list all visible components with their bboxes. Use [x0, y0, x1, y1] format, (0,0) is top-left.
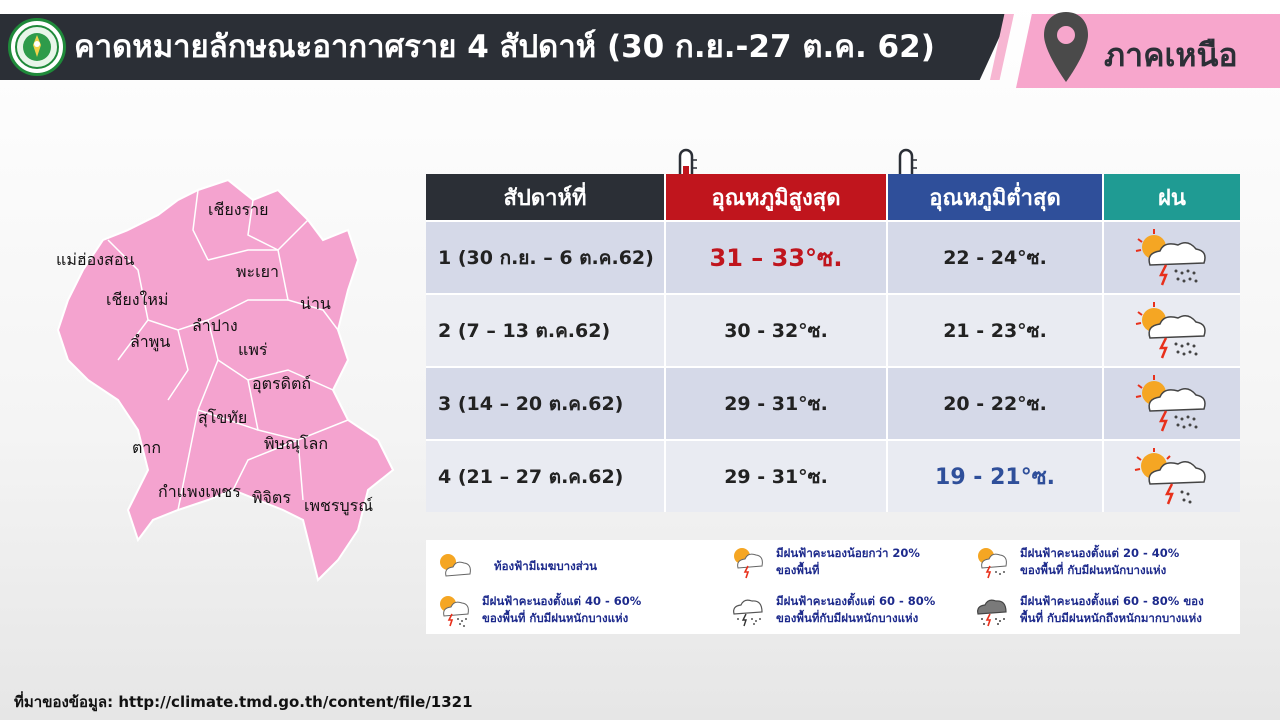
province-phayao: พะเยา: [236, 262, 279, 281]
table-row: 2 (7 – 13 ต.ค.62) 30 - 32°ซ. 21 - 23°ซ.: [426, 293, 1240, 366]
province-nan: น่าน: [300, 294, 331, 313]
min-temp-value: 19 - 21°ซ.: [935, 465, 1055, 490]
data-source: ที่มาของข้อมูล: http://climate.tmd.go.th…: [14, 693, 473, 711]
rain-cell: [1104, 295, 1240, 366]
header-bar: [0, 14, 1010, 80]
province-chiang-rai: เชียงราย: [208, 200, 269, 219]
legend-text: มีฝนฟ้าคะนองตั้งแต่ 20 - 40% ของพื้นที่ ก…: [1020, 545, 1179, 579]
map-shape: [56, 178, 395, 582]
min-temp-cell: 22 - 24°ซ.: [888, 222, 1104, 293]
legend-panel: ท้องฟ้ามีเมฆบางส่วน มีฝนฟ้าคะนองน้อยกว่า…: [426, 540, 1240, 634]
storm-cloud-heavy-rain-icon: [1135, 228, 1206, 285]
week-cell: 1 (30 ก.ย. – 6 ต.ค.62): [426, 222, 666, 293]
legend-text: มีฝนฟ้าคะนองตั้งแต่ 60 - 80% ของพื้นที่กั…: [776, 593, 935, 627]
legend-line-2: ของพื้นที่ กับมีฝนหนักบางแห่ง: [482, 611, 629, 625]
max-temp-cell: 29 - 31°ซ.: [666, 368, 888, 439]
location-pin-icon: [1044, 12, 1088, 82]
table-row: 1 (30 ก.ย. – 6 ต.ค.62) 31 – 33°ซ. 22 - 2…: [426, 220, 1240, 293]
logo-emblem-icon: [15, 25, 59, 69]
min-temp-cell: 19 - 21°ซ.: [888, 441, 1104, 512]
max-temp-cell: 30 - 32°ซ.: [666, 295, 888, 366]
rain-cell: [1104, 441, 1240, 512]
province-kamphaeng-phet: กำแพงเพชร: [158, 482, 241, 501]
header-max-temp: อุณหภูมิสูงสุด: [666, 174, 888, 220]
legend-item: มีฝนฟ้าคะนองตั้งแต่ 20 - 40% ของพื้นที่ ก…: [972, 544, 1179, 580]
storm-cloud-heavy-rain-icon: [1135, 374, 1206, 431]
legend-item: ท้องฟ้ามีเมฆบางส่วน: [434, 548, 597, 584]
thunderstorm-rain-icon: [440, 596, 469, 627]
legend-line-2: ของพื้นที่กับมีฝนหนักบางแห่ง: [776, 611, 919, 625]
legend-line-1: ท้องฟ้ามีเมฆบางส่วน: [494, 558, 598, 573]
legend-text: มีฝนฟ้าคะนองน้อยกว่า 20% ของพื้นที่: [776, 545, 920, 579]
max-temp-cell: 29 - 31°ซ.: [666, 441, 888, 512]
thunderstorm-scattered-icon: [978, 548, 1007, 579]
partly-cloudy-icon: [440, 554, 471, 577]
table-header: สัปดาห์ที่ อุณหภูมิสูงสุด อุณหภูมิต่ำสุด…: [426, 174, 1240, 220]
header-week: สัปดาห์ที่: [426, 174, 666, 220]
legend-line-1: มีฝนฟ้าคะนองตั้งแต่ 60 - 80% ของ: [1020, 594, 1204, 608]
province-phrae: แพร่: [238, 340, 268, 359]
storm-cloud-heavy-rain-icon: [1135, 301, 1206, 358]
week-cell: 2 (7 – 13 ต.ค.62): [426, 295, 666, 366]
region-label: ภาคเหนือ: [1104, 36, 1238, 74]
province-phitsanulok: พิษณุโลก: [264, 434, 329, 453]
province-tak: ตาก: [132, 438, 162, 457]
province-chiang-mai: เชียงใหม่: [106, 290, 169, 309]
week-cell: 3 (14 – 20 ต.ค.62): [426, 368, 666, 439]
legend-text: ท้องฟ้ามีเมฆบางส่วน: [494, 558, 597, 575]
province-lampang: ลำปาง: [192, 316, 238, 335]
province-phetchabun: เพชรบูรณ์: [304, 496, 374, 515]
forecast-table: สัปดาห์ที่ อุณหภูมิสูงสุด อุณหภูมิต่ำสุด…: [426, 174, 1240, 512]
legend-line-2: ของพื้นที่: [776, 563, 820, 577]
min-temp-cell: 20 - 22°ซ.: [888, 368, 1104, 439]
legend-item: มีฝนฟ้าคะนองน้อยกว่า 20% ของพื้นที่: [728, 544, 920, 580]
table-row: 4 (21 – 27 ต.ค.62) 29 - 31°ซ. 19 - 21°ซ.: [426, 439, 1240, 512]
province-uttaradit: อุตรดิตถ์: [252, 374, 312, 393]
thunderstorm-light-icon: [734, 548, 763, 579]
legend-line-1: มีฝนฟ้าคะนองตั้งแต่ 60 - 80%: [776, 594, 936, 608]
rain-cell: [1104, 368, 1240, 439]
legend-line-1: มีฝนฟ้าคะนองตั้งแต่ 40 - 60%: [482, 594, 642, 608]
rain-cell: [1104, 222, 1240, 293]
legend-line-1: มีฝนฟ้าคะนองตั้งแต่ 20 - 40%: [1020, 546, 1180, 560]
header-min-temp: อุณหภูมิต่ำสุด: [888, 174, 1104, 220]
northern-region-map: เชียงราย แม่ฮ่องสอน พะเยา เชียงใหม่ น่าน…: [48, 160, 398, 590]
header-rain: ฝน: [1104, 174, 1240, 220]
legend-line-2: พื้นที่ กับมีฝนหนักถึงหนักมากบางแห่ง: [1020, 611, 1202, 625]
province-sukhothai: สุโขทัย: [198, 408, 248, 427]
min-temp-cell: 21 - 23°ซ.: [888, 295, 1104, 366]
legend-line-1: มีฝนฟ้าคะนองน้อยกว่า 20%: [776, 546, 920, 560]
thunderstorm-very-heavy-icon: [977, 599, 1007, 627]
tmd-logo: [8, 18, 66, 76]
province-lamphun: ลำพูน: [130, 332, 171, 351]
max-temp-cell: 31 – 33°ซ.: [666, 222, 888, 293]
legend-item: มีฝนฟ้าคะนองตั้งแต่ 60 - 80% ของพื้นที่ …: [972, 592, 1204, 628]
legend-text: มีฝนฟ้าคะนองตั้งแต่ 60 - 80% ของพื้นที่ …: [1020, 593, 1204, 627]
table-row: 3 (14 – 20 ต.ค.62) 29 - 31°ซ. 20 - 22°ซ.: [426, 366, 1240, 439]
province-phichit: พิจิตร: [252, 488, 291, 507]
storm-cloud-rain-icon: [1134, 447, 1206, 504]
legend-text: มีฝนฟ้าคะนองตั้งแต่ 40 - 60% ของพื้นที่ ก…: [482, 593, 641, 627]
legend-item: มีฝนฟ้าคะนองตั้งแต่ 40 - 60% ของพื้นที่ ก…: [434, 592, 641, 628]
legend-line-2: ของพื้นที่ กับมีฝนหนักบางแห่ง: [1020, 563, 1167, 577]
thunderstorm-heavy-icon: [733, 599, 763, 627]
province-mae-hong-son: แม่ฮ่องสอน: [56, 250, 135, 269]
max-temp-value: 31 – 33°ซ.: [709, 244, 843, 272]
legend-item: มีฝนฟ้าคะนองตั้งแต่ 60 - 80% ของพื้นที่กั…: [728, 592, 935, 628]
week-cell: 4 (21 – 27 ต.ค.62): [426, 441, 666, 512]
page-title: คาดหมายลักษณะอากาศราย 4 สัปดาห์ (30 ก.ย.…: [74, 29, 935, 65]
